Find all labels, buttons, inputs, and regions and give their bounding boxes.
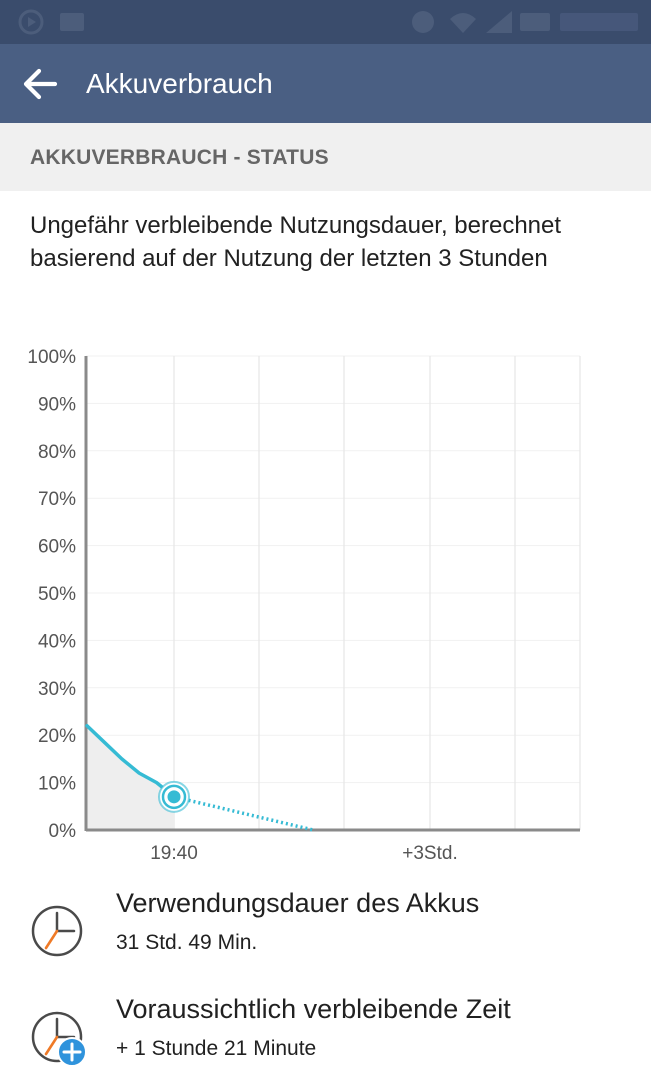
item-subtitle: + 1 Stunde 21 Minute (116, 1037, 317, 1060)
battery-chart: 100% 90% 80% 70% 60% 50% 40% 30% 20% 10% 0% 19:40 +3… (27, 347, 581, 864)
battery-usage-duration-item[interactable]: Verwendungsdauer des Akkus 31 Std. 49 Mi… (0, 876, 651, 972)
battery-time-icon (520, 13, 638, 31)
clock-plus-icon (31, 1011, 87, 1067)
item-subtitle: 31 Std. 49 Min. (116, 931, 258, 954)
usage-description: Ungefähr verbleibende Nutzungsdauer, ber… (30, 212, 562, 272)
y-tick-label: 60% (38, 537, 76, 558)
y-tick-label: 40% (38, 631, 76, 652)
x-tick-label: 19:40 (150, 843, 198, 864)
item-title: Voraussichtlich verbleibende Zeit (116, 994, 511, 1024)
app-bar: Akkuverbrauch (0, 44, 651, 123)
signal-icon (486, 11, 512, 33)
usage-history-line (85, 723, 176, 799)
y-tick-label: 50% (38, 584, 76, 605)
media-icon (18, 9, 44, 35)
item-title: Verwendungsdauer des Akkus (116, 888, 480, 918)
y-tick-label: 100% (27, 347, 76, 368)
estimated-remaining-time-item[interactable]: Voraussichtlich verbleibende Zeit + 1 St… (0, 982, 651, 1078)
current-point-dot (167, 790, 181, 804)
wifi-icon (450, 13, 476, 33)
arrow-back-icon (23, 68, 58, 100)
prediction-line (173, 795, 314, 832)
page-title: Akkuverbrauch (86, 68, 273, 99)
usage-history-area (87, 725, 174, 830)
y-tick-label: 90% (38, 394, 76, 415)
back-button[interactable] (14, 58, 66, 110)
dnd-icon (412, 11, 434, 33)
y-tick-label: 0% (49, 821, 77, 842)
y-tick-label: 10% (38, 774, 76, 795)
section-header-label: AKKUVERBRAUCH - STATUS (30, 146, 329, 169)
section-header: AKKUVERBRAUCH - STATUS (0, 123, 651, 191)
status-bar (0, 0, 651, 44)
y-tick-label: 30% (38, 679, 76, 700)
clock-icon (31, 905, 83, 957)
x-tick-label: +3Std. (402, 843, 457, 864)
y-tick-label: 70% (38, 489, 76, 510)
message-icon (60, 13, 84, 31)
y-tick-label: 80% (38, 442, 76, 463)
y-tick-label: 20% (38, 726, 76, 747)
